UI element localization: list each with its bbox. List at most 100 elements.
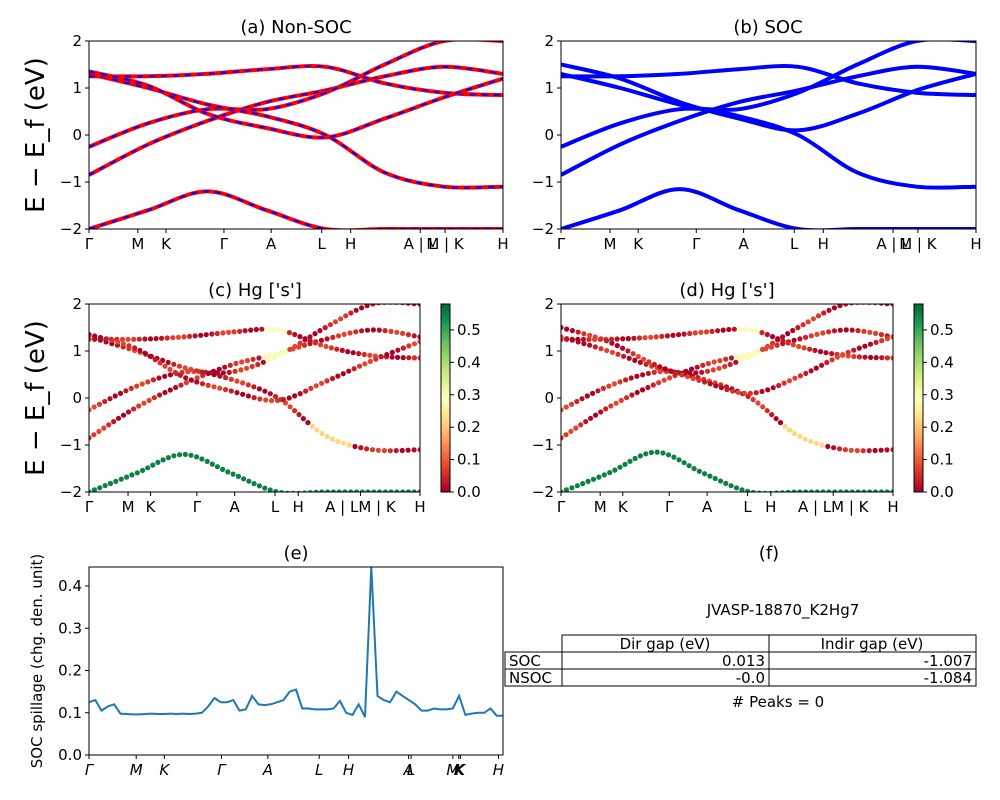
band-point: [353, 329, 359, 335]
band-point: [884, 304, 890, 307]
colorbar-tick-label: 0.0: [930, 483, 954, 501]
band-point: [813, 440, 819, 446]
band-point: [667, 375, 673, 381]
nsoc-indir-gap: -1.084: [924, 669, 972, 687]
band-point: [102, 483, 108, 489]
band-point: [659, 333, 665, 339]
band-point: [731, 326, 737, 332]
x-tick-label: H: [345, 235, 356, 253]
band-point: [779, 490, 785, 492]
band-point: [411, 304, 417, 307]
panel-d-title: (d) Hg ['s']: [679, 280, 774, 301]
band-point: [109, 337, 115, 343]
band-point: [387, 448, 393, 454]
band-point: [276, 352, 283, 358]
band-point: [167, 387, 173, 393]
band-point: [262, 354, 268, 360]
band-point: [848, 447, 854, 453]
band-point: [733, 485, 740, 491]
band-point: [181, 334, 187, 340]
x-tick-label: K: [618, 498, 629, 516]
panel-c-title: (c) Hg ['s']: [208, 280, 302, 301]
band-point: [119, 336, 126, 342]
band-line-dashed: [89, 70, 503, 139]
x-tick-label: Γ: [85, 498, 94, 516]
band-point: [609, 349, 616, 355]
band-point: [152, 357, 158, 363]
band-point: [696, 468, 702, 474]
x-tick-label: K: [159, 761, 170, 779]
band-point: [240, 391, 246, 397]
band-point: [371, 489, 377, 492]
band-point: [648, 449, 655, 456]
band-point: [734, 354, 740, 360]
band-point: [335, 438, 341, 444]
band-point: [225, 469, 231, 475]
band-point: [139, 381, 145, 387]
band-point: [171, 361, 177, 367]
band-point: [724, 386, 730, 393]
band-point: [868, 354, 874, 360]
band-point: [621, 353, 627, 359]
band-point: [217, 385, 223, 391]
band-point: [296, 490, 302, 492]
band-point: [786, 378, 793, 384]
band-point: [211, 384, 217, 390]
panel-d-frame: [560, 303, 894, 493]
band-point: [125, 336, 131, 342]
band-point: [797, 336, 803, 342]
band-point: [314, 427, 320, 433]
x-tick-label: L: [315, 761, 323, 779]
colorbar-tick-label: 0.2: [930, 418, 954, 436]
band-point: [287, 404, 293, 410]
band-point: [832, 489, 838, 492]
band-point: [359, 328, 365, 334]
band-point: [292, 393, 298, 399]
band-point: [665, 452, 672, 458]
band-point: [840, 352, 846, 358]
band-point: [214, 330, 220, 337]
x-tick-label: H: [293, 498, 304, 516]
band-point: [248, 327, 254, 333]
band-point: [352, 443, 358, 450]
band-point: [843, 327, 849, 333]
band-point: [702, 379, 708, 385]
band-point: [145, 379, 151, 385]
band-point: [873, 339, 879, 345]
band-point: [113, 478, 119, 484]
band-point: [849, 304, 854, 306]
band-point: [791, 337, 797, 343]
band-point: [851, 347, 857, 353]
y-tick-label: −2: [532, 483, 554, 501]
band-point: [609, 340, 615, 346]
band-point: [748, 327, 754, 333]
band-point: [831, 328, 838, 334]
band-point: [774, 342, 780, 348]
band-point: [111, 419, 117, 425]
band-point: [849, 489, 855, 492]
band-point: [879, 355, 885, 361]
x-tick-label: K: [454, 761, 465, 779]
band-point: [890, 334, 893, 340]
y-tick-label: −2: [532, 220, 554, 238]
band-point: [205, 370, 211, 376]
band-point: [741, 390, 748, 396]
band-point: [341, 331, 347, 337]
band-point: [209, 331, 215, 337]
band-point: [754, 349, 760, 355]
band-point: [643, 451, 649, 457]
band-point: [157, 360, 163, 366]
band-point: [780, 334, 786, 340]
colorbar-bar: [440, 303, 451, 493]
band-point: [775, 336, 781, 342]
x-tick-label: M | K: [899, 235, 938, 253]
band-point: [834, 354, 841, 360]
band-point: [581, 331, 587, 337]
band-point: [628, 375, 634, 381]
band-point: [588, 415, 594, 421]
band-point: [866, 448, 872, 454]
band-point: [264, 326, 270, 332]
band-point: [717, 478, 724, 484]
